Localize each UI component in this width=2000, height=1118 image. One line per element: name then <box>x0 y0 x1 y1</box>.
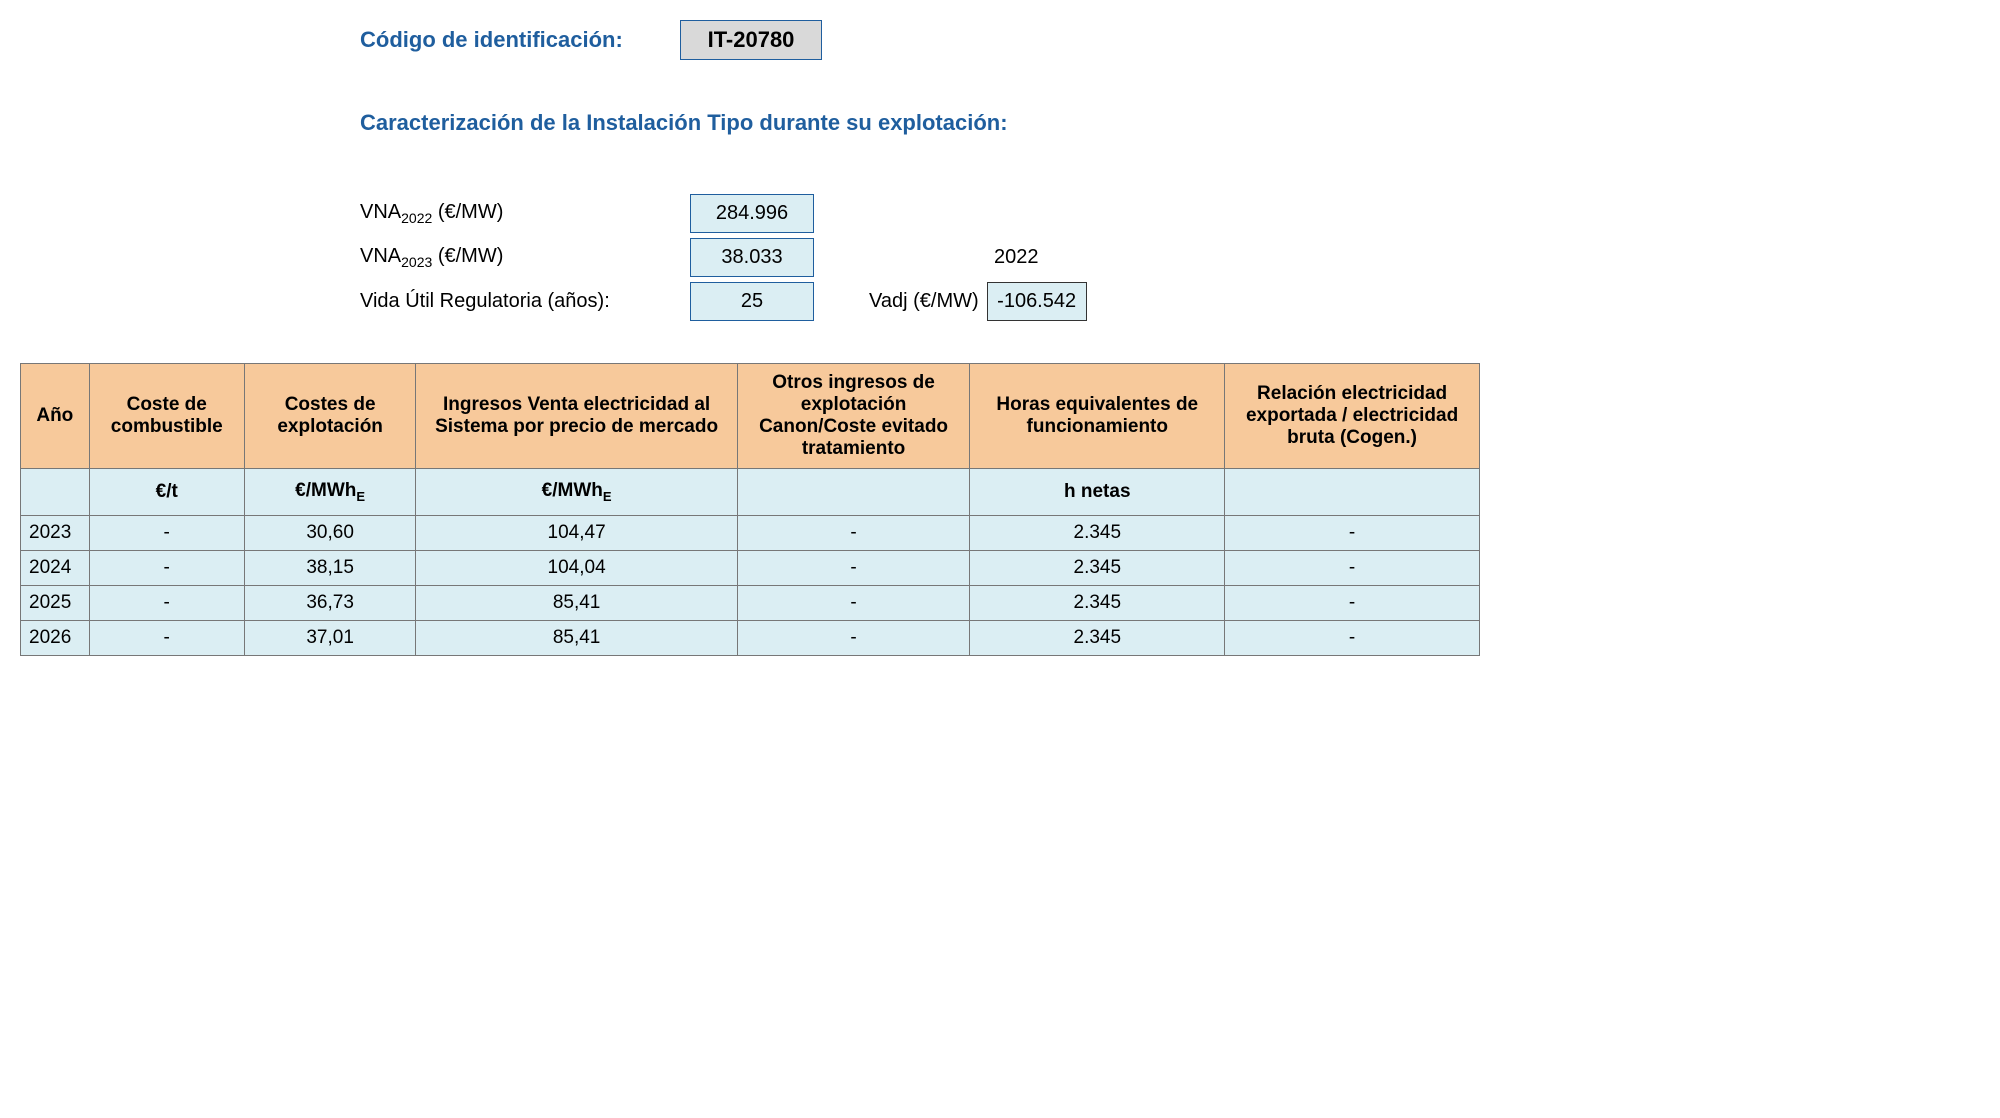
cell-rev: 104,04 <box>416 551 737 586</box>
cell-ratio: - <box>1225 621 1480 656</box>
vna2023-value: 38.033 <box>690 238 814 277</box>
cell-opex: 30,60 <box>244 516 416 551</box>
th-year: Año <box>21 364 90 469</box>
cell-fuel: - <box>89 551 244 586</box>
unit-rev-pre: €/MWh <box>542 480 603 501</box>
cell-year: 2025 <box>21 586 90 621</box>
cell-other: - <box>737 621 970 656</box>
vadj-value: -106.542 <box>987 282 1087 321</box>
cell-rev: 85,41 <box>416 586 737 621</box>
unit-ratio <box>1225 469 1480 516</box>
table-row: 2025 - 36,73 85,41 - 2.345 - <box>21 586 1480 621</box>
vna2023-post: (€/MW) <box>432 245 503 267</box>
vna2022-value: 284.996 <box>690 194 814 233</box>
code-label: Código de identificación: <box>360 27 680 53</box>
cell-other: - <box>737 586 970 621</box>
cell-hours: 2.345 <box>970 551 1225 586</box>
cell-other: - <box>737 551 970 586</box>
cell-ratio: - <box>1225 586 1480 621</box>
unit-opex: €/MWhE <box>244 469 416 516</box>
cell-opex: 36,73 <box>244 586 416 621</box>
section-title: Caracterización de la Instalación Tipo d… <box>20 110 1480 136</box>
document-wrap: Código de identificación: IT-20780 Carac… <box>20 20 1480 656</box>
table-row: 2026 - 37,01 85,41 - 2.345 - <box>21 621 1480 656</box>
th-ratio: Relación electricidad exportada / electr… <box>1225 364 1480 469</box>
cell-fuel: - <box>89 621 244 656</box>
cell-opex: 37,01 <box>244 621 416 656</box>
vna2023-pre: VNA <box>360 245 401 267</box>
th-opex: Costes de explotación <box>244 364 416 469</box>
unit-opex-pre: €/MWh <box>295 480 356 501</box>
table-row: 2024 - 38,15 104,04 - 2.345 - <box>21 551 1480 586</box>
th-fuel: Coste de combustible <box>89 364 244 469</box>
cell-ratio: - <box>1225 516 1480 551</box>
life-row: Vida Útil Regulatoria (años): 25 Vadj (€… <box>360 279 1480 323</box>
cell-year: 2024 <box>21 551 90 586</box>
table-body: €/t €/MWhE €/MWhE h netas 2023 - 30,60 1… <box>21 469 1480 656</box>
unit-hours: h netas <box>970 469 1225 516</box>
unit-rev: €/MWhE <box>416 469 737 516</box>
th-other: Otros ingresos de explotación Canon/Cost… <box>737 364 970 469</box>
cell-hours: 2.345 <box>970 621 1225 656</box>
cell-ratio: - <box>1225 551 1480 586</box>
unit-year <box>21 469 90 516</box>
cell-rev: 85,41 <box>416 621 737 656</box>
unit-other <box>737 469 970 516</box>
params-block: VNA2022 (€/MW) 284.996 VNA2023 (€/MW) 38… <box>20 191 1480 323</box>
vna2023-sub: 2023 <box>401 254 432 270</box>
th-revenue: Ingresos Venta electricidad al Sistema p… <box>416 364 737 469</box>
vna2023-row: VNA2023 (€/MW) 38.033 2022 <box>360 235 1480 279</box>
cell-year: 2023 <box>21 516 90 551</box>
cell-other: - <box>737 516 970 551</box>
plain-year: 2022 <box>994 246 1039 269</box>
code-value-box: IT-20780 <box>680 20 822 60</box>
vna2022-row: VNA2022 (€/MW) 284.996 <box>360 191 1480 235</box>
cell-hours: 2.345 <box>970 586 1225 621</box>
table-row: 2023 - 30,60 104,47 - 2.345 - <box>21 516 1480 551</box>
unit-rev-sub: E <box>603 489 612 504</box>
code-row: Código de identificación: IT-20780 <box>20 20 1480 60</box>
header-row: Año Coste de combustible Costes de explo… <box>21 364 1480 469</box>
vadj-label: Vadj (€/MW) <box>869 290 979 313</box>
vna2023-label: VNA2023 (€/MW) <box>360 245 690 270</box>
life-label: Vida Útil Regulatoria (años): <box>360 290 690 313</box>
vna2022-post: (€/MW) <box>432 201 503 223</box>
vna2022-pre: VNA <box>360 201 401 223</box>
cell-rev: 104,47 <box>416 516 737 551</box>
life-value: 25 <box>690 282 814 321</box>
vna2022-sub: 2022 <box>401 210 432 226</box>
table-head: Año Coste de combustible Costes de explo… <box>21 364 1480 469</box>
cell-year: 2026 <box>21 621 90 656</box>
units-row: €/t €/MWhE €/MWhE h netas <box>21 469 1480 516</box>
cell-hours: 2.345 <box>970 516 1225 551</box>
cell-opex: 38,15 <box>244 551 416 586</box>
cell-fuel: - <box>89 516 244 551</box>
unit-fuel: €/t <box>89 469 244 516</box>
unit-opex-sub: E <box>356 489 365 504</box>
data-table: Año Coste de combustible Costes de explo… <box>20 363 1480 656</box>
vna2022-label: VNA2022 (€/MW) <box>360 201 690 226</box>
vadj-group: Vadj (€/MW) -106.542 <box>854 282 1087 321</box>
cell-fuel: - <box>89 586 244 621</box>
th-hours: Horas equivalentes de funcionamiento <box>970 364 1225 469</box>
